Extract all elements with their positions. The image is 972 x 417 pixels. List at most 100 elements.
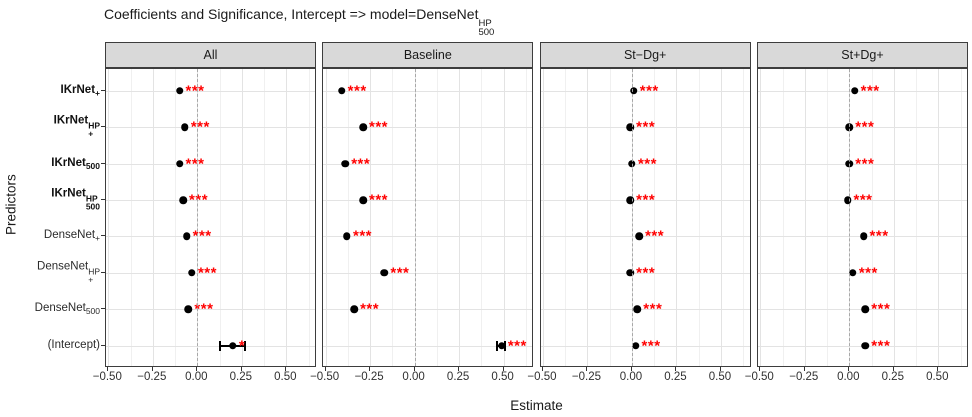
gridline-major <box>286 69 288 366</box>
x-axis-tick <box>369 367 371 371</box>
facet-label: Baseline <box>403 48 452 62</box>
gridline-major <box>325 69 327 366</box>
significance-stars: *** <box>390 264 410 282</box>
gridline-horizontal <box>323 309 533 311</box>
predictor-scripts: HP + <box>88 120 100 139</box>
gridline-horizontal <box>323 163 533 165</box>
point-estimate <box>850 87 859 95</box>
point-estimate <box>184 305 193 313</box>
x-axis-tick <box>848 367 850 371</box>
gridline-major <box>760 69 762 366</box>
gridline-major <box>152 69 154 366</box>
significance-stars: *** <box>352 227 372 245</box>
gridline-major <box>804 69 806 366</box>
point-estimate <box>188 269 196 277</box>
gridline-horizontal <box>540 272 750 274</box>
significance-stars: *** <box>860 82 880 100</box>
gridline-minor <box>264 69 266 366</box>
significance-stars: *** <box>641 337 661 355</box>
gridline-major <box>893 69 895 366</box>
significance-stars: *** <box>194 300 214 318</box>
x-axis-tick <box>196 367 198 371</box>
significance-stars: * <box>238 337 246 355</box>
x-axis-tick-label: −0.25 <box>137 371 167 383</box>
facet-panel-3: *** *** *** *** *** *** *** *** <box>756 68 968 367</box>
point-estimate <box>859 232 868 241</box>
gridline-minor <box>565 69 567 366</box>
facet-label: All <box>203 48 218 62</box>
gridline-major <box>542 69 544 366</box>
significance-stars: *** <box>869 227 889 245</box>
point-estimate <box>350 305 358 313</box>
x-axis-tick <box>719 367 721 371</box>
x-axis-tick-label: −0.50 <box>92 371 122 383</box>
gridline-minor <box>175 69 177 366</box>
x-axis-tick-label: 0.50 <box>708 371 732 383</box>
x-axis-tick <box>541 367 543 371</box>
gridline-horizontal <box>323 90 533 92</box>
gridline-horizontal <box>757 90 967 92</box>
gridline-horizontal <box>106 272 315 274</box>
point-estimate <box>861 305 870 313</box>
predictor-name: DenseNet <box>43 229 96 242</box>
x-axis-tick <box>324 367 326 371</box>
x-axis-title: Estimate <box>510 398 563 413</box>
significance-stars: *** <box>645 227 665 245</box>
gridline-minor <box>871 69 873 366</box>
gridline-horizontal <box>323 200 533 201</box>
significance-stars: *** <box>871 337 891 355</box>
point-estimate <box>229 341 237 350</box>
predictor-scripts: HP 500 <box>85 193 100 212</box>
x-axis-tick <box>892 367 894 371</box>
x-axis-tick-label: 0.00 <box>185 371 208 383</box>
facet-strip-1: Baseline <box>322 42 534 68</box>
point-estimate <box>635 232 643 241</box>
gridline-horizontal <box>540 345 750 347</box>
predictor-scripts: HP + <box>88 266 100 285</box>
predictor-name: IKrNet <box>51 187 86 200</box>
predictor-subscript: + <box>95 233 100 244</box>
predictor-subscript: + <box>95 87 100 98</box>
y-axis-label: (Intercept) <box>48 339 100 351</box>
y-axis-tick <box>101 162 105 164</box>
y-axis-label: DenseNet500 <box>35 302 100 316</box>
facet-panel-1: *** *** *** *** *** *** *** *** <box>322 68 534 367</box>
x-axis-tick-label: 0.50 <box>491 371 514 383</box>
point-estimate <box>380 269 389 277</box>
gridline-horizontal <box>323 345 533 347</box>
facet-panel-2: *** *** *** *** *** *** *** *** <box>539 68 751 367</box>
x-axis-tick <box>675 367 677 371</box>
y-axis-tick <box>101 344 105 346</box>
x-axis-tick <box>586 367 588 371</box>
zero-reference-line <box>414 69 416 366</box>
significance-stars: *** <box>369 191 389 209</box>
point-estimate <box>182 232 191 241</box>
gridline-minor <box>698 69 700 366</box>
gridline-horizontal <box>540 200 750 201</box>
x-axis-tick-label: 0.25 <box>446 371 470 383</box>
y-axis-tick <box>101 89 105 91</box>
significance-stars: *** <box>858 264 878 282</box>
gridline-minor <box>347 69 349 366</box>
predictor-subscript: 500 <box>85 160 100 171</box>
x-axis-tick <box>937 367 939 371</box>
gridline-horizontal <box>540 309 750 311</box>
x-axis-tick <box>240 367 242 371</box>
gridline-minor <box>916 69 918 366</box>
chart-title-model-scripts: HP 500 <box>478 19 494 38</box>
point-estimate <box>633 305 642 313</box>
gridline-major <box>459 69 461 366</box>
x-axis-tick-label: −0.25 <box>354 371 384 383</box>
gridline-major <box>108 69 110 366</box>
x-axis-tick-label: 0.50 <box>926 371 949 383</box>
gridline-horizontal <box>323 127 533 129</box>
error-bar-cap-left <box>495 340 498 351</box>
x-axis-tick-label: −0.50 <box>527 371 557 383</box>
gridline-minor <box>392 69 394 366</box>
x-axis-tick-label: −0.25 <box>789 371 819 383</box>
gridline-major <box>587 69 589 366</box>
facet-strip-2: St−Dg+ <box>539 42 751 68</box>
gridline-minor <box>827 69 829 366</box>
gridline-horizontal <box>106 309 315 311</box>
gridline-horizontal <box>323 236 533 238</box>
